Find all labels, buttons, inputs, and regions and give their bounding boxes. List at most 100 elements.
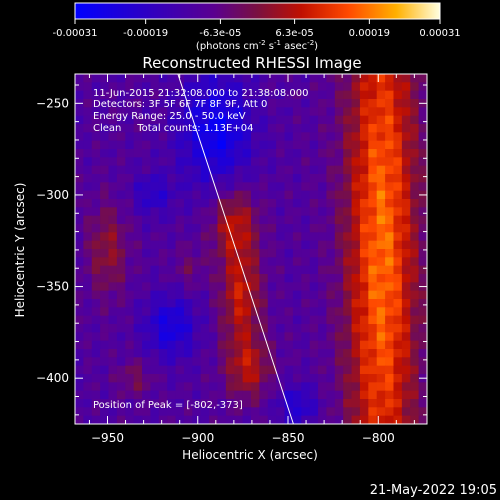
heatmap-cell xyxy=(91,115,101,125)
heatmap-cell xyxy=(326,357,336,367)
heatmap-cell xyxy=(108,357,118,367)
heatmap-cell xyxy=(351,132,361,142)
heatmap-cell xyxy=(116,290,126,300)
heatmap-cell xyxy=(251,315,260,325)
heatmap-cell xyxy=(167,157,177,167)
heatmap-cell xyxy=(167,140,177,150)
heatmap-cell xyxy=(200,224,210,233)
heatmap-cell xyxy=(75,224,84,233)
heatmap-cell xyxy=(267,149,277,158)
heatmap-cell xyxy=(175,132,185,142)
heatmap-cell xyxy=(192,265,202,275)
heatmap-cell xyxy=(251,224,260,233)
heatmap-cell xyxy=(183,82,193,92)
heatmap-cell xyxy=(100,232,110,242)
heatmap-cell xyxy=(318,149,328,158)
heatmap-cell xyxy=(326,365,336,375)
heatmap-cell xyxy=(284,307,294,317)
heatmap-cell xyxy=(359,115,369,125)
heatmap-cell xyxy=(142,224,152,233)
heatmap-cell xyxy=(351,82,361,92)
heatmap-cell xyxy=(158,390,168,400)
heatmap-cell xyxy=(301,249,311,258)
heatmap-cell xyxy=(359,315,369,325)
heatmap-cell xyxy=(200,324,210,333)
heatmap-cell xyxy=(251,140,260,150)
heatmap-cell xyxy=(393,215,403,225)
heatmap-cell xyxy=(183,215,193,225)
heatmap-cell xyxy=(142,374,152,383)
heatmap-cell xyxy=(334,415,344,424)
heatmap-cell xyxy=(376,390,386,400)
heatmap-cell xyxy=(401,240,411,250)
heatmap-cell xyxy=(301,132,311,142)
heatmap-cell xyxy=(267,257,277,267)
heatmap-cell xyxy=(284,157,294,167)
heatmap-cell xyxy=(200,140,210,150)
heatmap-cell xyxy=(259,99,269,108)
heatmap-cell xyxy=(183,290,193,300)
heatmap-cell xyxy=(309,74,319,83)
heatmap-cell xyxy=(142,315,152,325)
heatmap-cell xyxy=(209,282,219,292)
heatmap-cell xyxy=(301,174,311,183)
heatmap-cell xyxy=(167,82,177,92)
heatmap-cell xyxy=(183,282,193,292)
heatmap-cell xyxy=(385,157,395,167)
heatmap-cell xyxy=(385,224,395,233)
heatmap-cell xyxy=(83,374,93,383)
heatmap-cell xyxy=(334,207,344,217)
heatmap-cell xyxy=(234,132,244,142)
colorbar-tick-label: 6.3e-05 xyxy=(275,28,313,39)
heatmap-cell xyxy=(234,232,244,242)
heatmap-cell xyxy=(200,90,210,100)
heatmap-cell xyxy=(200,265,210,275)
heatmap-cell xyxy=(125,315,135,325)
heatmap-cell xyxy=(234,99,244,108)
heatmap-cell xyxy=(91,132,101,142)
heatmap-cell xyxy=(125,282,135,292)
heatmap-cell xyxy=(301,415,311,424)
heatmap-cell xyxy=(359,132,369,142)
annotation-peak-position: Position of Peak = [-802,-373] xyxy=(93,400,243,411)
heatmap-cell xyxy=(108,99,118,108)
heatmap-cell xyxy=(234,107,244,117)
heatmap-cell xyxy=(200,332,210,342)
annotation-clean-counts: Clean Total counts: 1.13E+04 xyxy=(93,123,253,134)
heatmap-cell xyxy=(393,115,403,125)
heatmap-cell xyxy=(100,149,110,158)
heatmap-cell xyxy=(418,324,427,333)
heatmap-cell xyxy=(334,274,344,283)
heatmap-cell xyxy=(183,407,193,417)
heatmap-cell xyxy=(158,224,168,233)
heatmap-cell xyxy=(142,390,152,400)
heatmap-cell xyxy=(334,124,344,133)
heatmap-cell xyxy=(91,374,101,383)
heatmap-cell xyxy=(343,399,353,408)
heatmap-cell xyxy=(150,274,160,283)
colorbar-tick-label: 0.00031 xyxy=(419,28,460,39)
heatmap-cell xyxy=(259,132,269,142)
heatmap-cell xyxy=(158,107,168,117)
heatmap-cell xyxy=(100,257,110,267)
heatmap-cell xyxy=(192,90,202,100)
heatmap-cell xyxy=(359,82,369,92)
heatmap-cell xyxy=(175,265,185,275)
heatmap-cell xyxy=(359,224,369,233)
heatmap-cell xyxy=(351,265,361,275)
heatmap-cell xyxy=(225,315,235,325)
heatmap-cell xyxy=(175,415,185,424)
heatmap-cell xyxy=(292,390,302,400)
heatmap-cell xyxy=(225,332,235,342)
heatmap-cell xyxy=(393,307,403,317)
heatmap-cell xyxy=(150,315,160,325)
heatmap-cell xyxy=(158,299,168,308)
heatmap-cell xyxy=(209,257,219,267)
heatmap-cell xyxy=(150,307,160,317)
heatmap-cell xyxy=(301,115,311,125)
heatmap-cell xyxy=(200,282,210,292)
heatmap-cell xyxy=(83,107,93,117)
heatmap-cell xyxy=(83,82,93,92)
heatmap-cell xyxy=(100,90,110,100)
heatmap-cell xyxy=(359,190,369,200)
